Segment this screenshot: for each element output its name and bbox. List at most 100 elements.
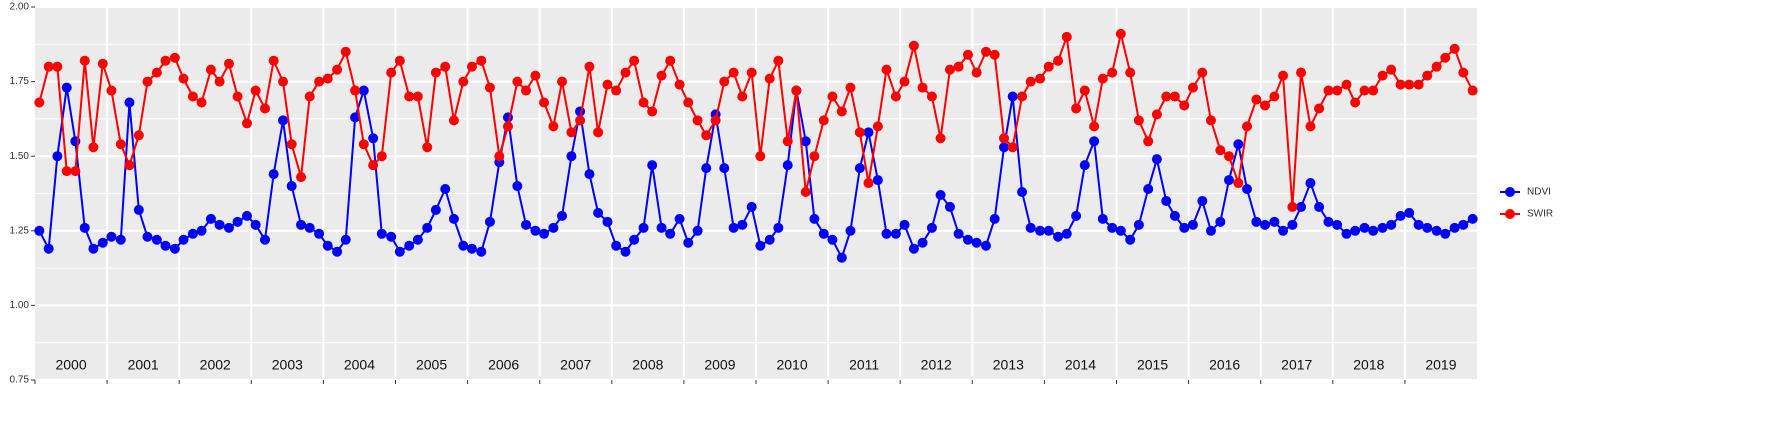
data-point [376, 151, 387, 162]
data-point [1053, 55, 1064, 66]
data-point [1125, 234, 1136, 245]
data-point [70, 166, 81, 177]
data-point [584, 61, 595, 72]
data-point [701, 163, 712, 174]
data-point [88, 243, 99, 254]
data-point [1305, 121, 1316, 132]
data-point [566, 151, 577, 162]
data-point [611, 85, 622, 96]
data-point [908, 243, 919, 254]
data-point [999, 133, 1010, 144]
data-point [1061, 228, 1072, 239]
x-tick-label: 2007 [560, 357, 591, 373]
data-point [773, 222, 784, 233]
data-point [719, 163, 730, 174]
data-point [1115, 28, 1126, 39]
data-point [448, 213, 459, 224]
data-point [899, 219, 910, 230]
data-point [845, 225, 856, 236]
data-point [1278, 70, 1289, 81]
x-tick-label: 2019 [1425, 357, 1456, 373]
data-point [142, 76, 153, 87]
data-point [917, 237, 928, 248]
x-tick-label: 2011 [849, 357, 879, 373]
data-point [746, 67, 757, 78]
y-tick-label: 1.25 [10, 225, 30, 236]
data-point [458, 76, 469, 87]
data-point [1187, 82, 1198, 93]
x-tick-label: 2009 [704, 357, 735, 373]
data-point [593, 127, 604, 138]
data-point [1233, 139, 1244, 150]
data-point [980, 46, 991, 57]
data-point [52, 151, 63, 162]
data-point [124, 97, 135, 108]
data-point [1223, 151, 1234, 162]
data-point [854, 127, 865, 138]
data-point [61, 82, 72, 93]
data-point [809, 213, 820, 224]
data-point [241, 118, 252, 129]
data-point [773, 55, 784, 66]
data-point [1017, 187, 1028, 198]
data-point [1431, 225, 1442, 236]
data-point [1215, 145, 1226, 156]
data-point [620, 67, 631, 78]
data-point [1197, 67, 1208, 78]
data-point [278, 76, 289, 87]
data-point [1386, 219, 1397, 230]
x-tick-label: 2000 [55, 357, 86, 373]
data-point [881, 228, 892, 239]
data-point [1287, 201, 1298, 212]
data-point [440, 61, 451, 72]
data-point [1458, 219, 1469, 230]
data-point [764, 73, 775, 84]
data-point [322, 73, 333, 84]
data-point [79, 55, 90, 66]
data-point [593, 207, 604, 218]
data-point [1269, 91, 1280, 102]
data-point [530, 225, 541, 236]
data-point [845, 82, 856, 93]
data-point [692, 225, 703, 236]
data-point [1413, 79, 1424, 90]
data-point [1161, 91, 1172, 102]
data-point [935, 133, 946, 144]
data-point [115, 139, 126, 150]
data-point [1359, 85, 1370, 96]
data-point [259, 103, 270, 114]
data-point [1269, 216, 1280, 227]
data-point [1395, 210, 1406, 221]
data-point [430, 204, 441, 215]
data-point [404, 240, 415, 251]
data-point [340, 46, 351, 57]
data-point [1143, 184, 1154, 195]
data-point [1089, 121, 1100, 132]
data-point [296, 172, 307, 183]
data-point [79, 222, 90, 233]
data-point [1323, 216, 1334, 227]
data-point [223, 222, 234, 233]
data-point [278, 115, 289, 126]
x-tick-label: 2005 [416, 357, 447, 373]
data-point [908, 40, 919, 51]
data-point [611, 240, 622, 251]
data-point [394, 55, 405, 66]
data-point [133, 204, 144, 215]
data-point [142, 231, 153, 242]
data-point [1431, 61, 1442, 72]
data-point [782, 160, 793, 171]
data-point [1007, 91, 1018, 102]
data-point [512, 76, 523, 87]
data-point [665, 228, 676, 239]
data-point [1017, 91, 1028, 102]
data-point [314, 76, 325, 87]
data-point [484, 216, 495, 227]
x-tick-label: 2015 [1137, 357, 1168, 373]
data-point [962, 234, 973, 245]
data-point [494, 151, 505, 162]
data-point [241, 210, 252, 221]
data-point [133, 130, 144, 141]
data-point [539, 97, 550, 108]
data-point [1458, 67, 1469, 78]
